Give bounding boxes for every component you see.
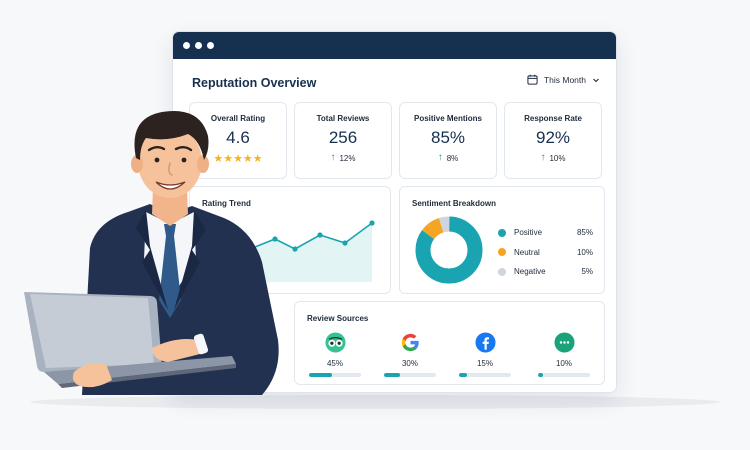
source-facebook[interactable]: 15% [459,332,511,377]
trend-point [272,236,278,242]
trend-point [317,232,323,238]
facebook-icon [474,332,496,353]
kpi-value: 256 [328,128,358,147]
chevron-down-icon [593,78,599,82]
review-sources-title: Review Sources [307,314,369,323]
trend-point [369,220,375,226]
trend-point [292,246,298,252]
source-progress-fill [384,373,400,377]
kpi-change: ↑ 10% [505,153,601,163]
donut-slice-positive [415,216,483,284]
donut-slice-negative [415,216,483,284]
rating-trend-title: Rating Trend [202,199,251,208]
page-title: Reputation Overview [192,76,317,90]
kpi-card-overall-rating: Overall Rating 4.6 ★★★★★ [189,102,287,179]
kpi-change-value: 10% [549,153,566,163]
google-icon [401,333,419,352]
legend-dot [498,267,506,276]
lapel-left [136,210,168,310]
window-dot[interactable] [195,42,202,49]
dashboard-window: Reputation Overview This Month Overall R… [172,31,617,393]
arrow-up-icon: ↑ [540,152,546,163]
kpi-card-positive-mentions: Positive Mentions 85% ↑ 8% [399,102,497,179]
legend-value: 5% [581,267,593,277]
legend-row-positive: Positive 85% [498,223,593,243]
source-progress-bar [538,373,590,377]
sentiment-donut-chart [415,216,483,284]
ear-left [131,155,143,173]
arrow-up-icon: ↑ [437,152,443,163]
kpi-label: Response Rate [524,114,582,123]
period-label: This Month [543,74,586,85]
source-progress-fill [538,373,544,377]
trend-area [250,223,372,282]
source-progress-fill [459,373,467,377]
kpi-card-total-reviews: Total Reviews 256 ↑ 12% [294,102,392,179]
kpi-value: 4.6 [226,128,250,147]
sentiment-title: Sentiment Breakdown [412,199,497,208]
trend-point [342,240,348,246]
kpi-change-value: 12% [339,153,356,163]
chat-bubble-icon [553,332,575,353]
laptop-screen-face [30,294,154,368]
calendar-icon [527,74,538,85]
source-value: 45% [326,359,343,368]
kpi-change: ↑ 12% [295,153,391,163]
sentiment-legend: Positive 85% Neutral 10% Negative 5% [498,223,593,282]
source-value: 30% [401,359,418,368]
source-value: 15% [476,359,493,368]
source-progress-fill [309,373,333,377]
kpi-label: Total Reviews [316,114,370,123]
source-tripadvisor[interactable]: 45% [309,332,361,377]
kpi-value: 85% [430,128,466,147]
source-progress-bar [384,373,436,377]
source-chat[interactable]: 10% [538,332,590,377]
legend-dot [498,228,506,237]
source-value: 10% [555,359,572,368]
sentiment-card: Sentiment Breakdown Positive 85% Neutral… [399,186,605,294]
window-dot[interactable] [207,42,214,49]
legend-label: Negative [514,267,546,277]
kpi-value: 92% [535,128,571,147]
source-progress-bar [459,373,511,377]
legend-value: 10% [576,247,593,257]
kpi-label: Overall Rating [210,114,266,123]
review-sources-card: Review Sources 45% [294,301,605,385]
hand-left [72,363,112,388]
legend-value: 85% [576,228,593,238]
kpi-card-response-rate: Response Rate 92% ↑ 10% [504,102,602,179]
rating-trend-card: Rating Trend [189,186,391,294]
legend-row-neutral: Neutral 10% [498,243,593,263]
arrow-up-icon: ↑ [330,152,336,163]
star-rating: ★★★★★ [213,153,263,165]
legend-dot [498,248,506,257]
window-titlebar [173,32,616,59]
kpi-change-value: 8% [446,153,459,163]
rating-trend-chart [249,220,375,282]
legend-label: Positive [514,228,543,238]
kpi-change: ↑ 8% [400,153,496,163]
period-selector[interactable]: This Month [527,74,600,85]
kpi-label: Positive Mentions [413,114,482,123]
laptop-screen [24,292,162,372]
brow-left [147,146,166,152]
source-progress-bar [309,373,361,377]
tripadvisor-icon [324,332,346,353]
window-dot[interactable] [183,42,190,49]
eye-left [154,157,160,163]
floor-shadow [30,395,720,409]
legend-row-negative: Negative 5% [498,262,593,282]
source-google[interactable]: 30% [384,332,436,377]
legend-label: Neutral [514,247,540,257]
